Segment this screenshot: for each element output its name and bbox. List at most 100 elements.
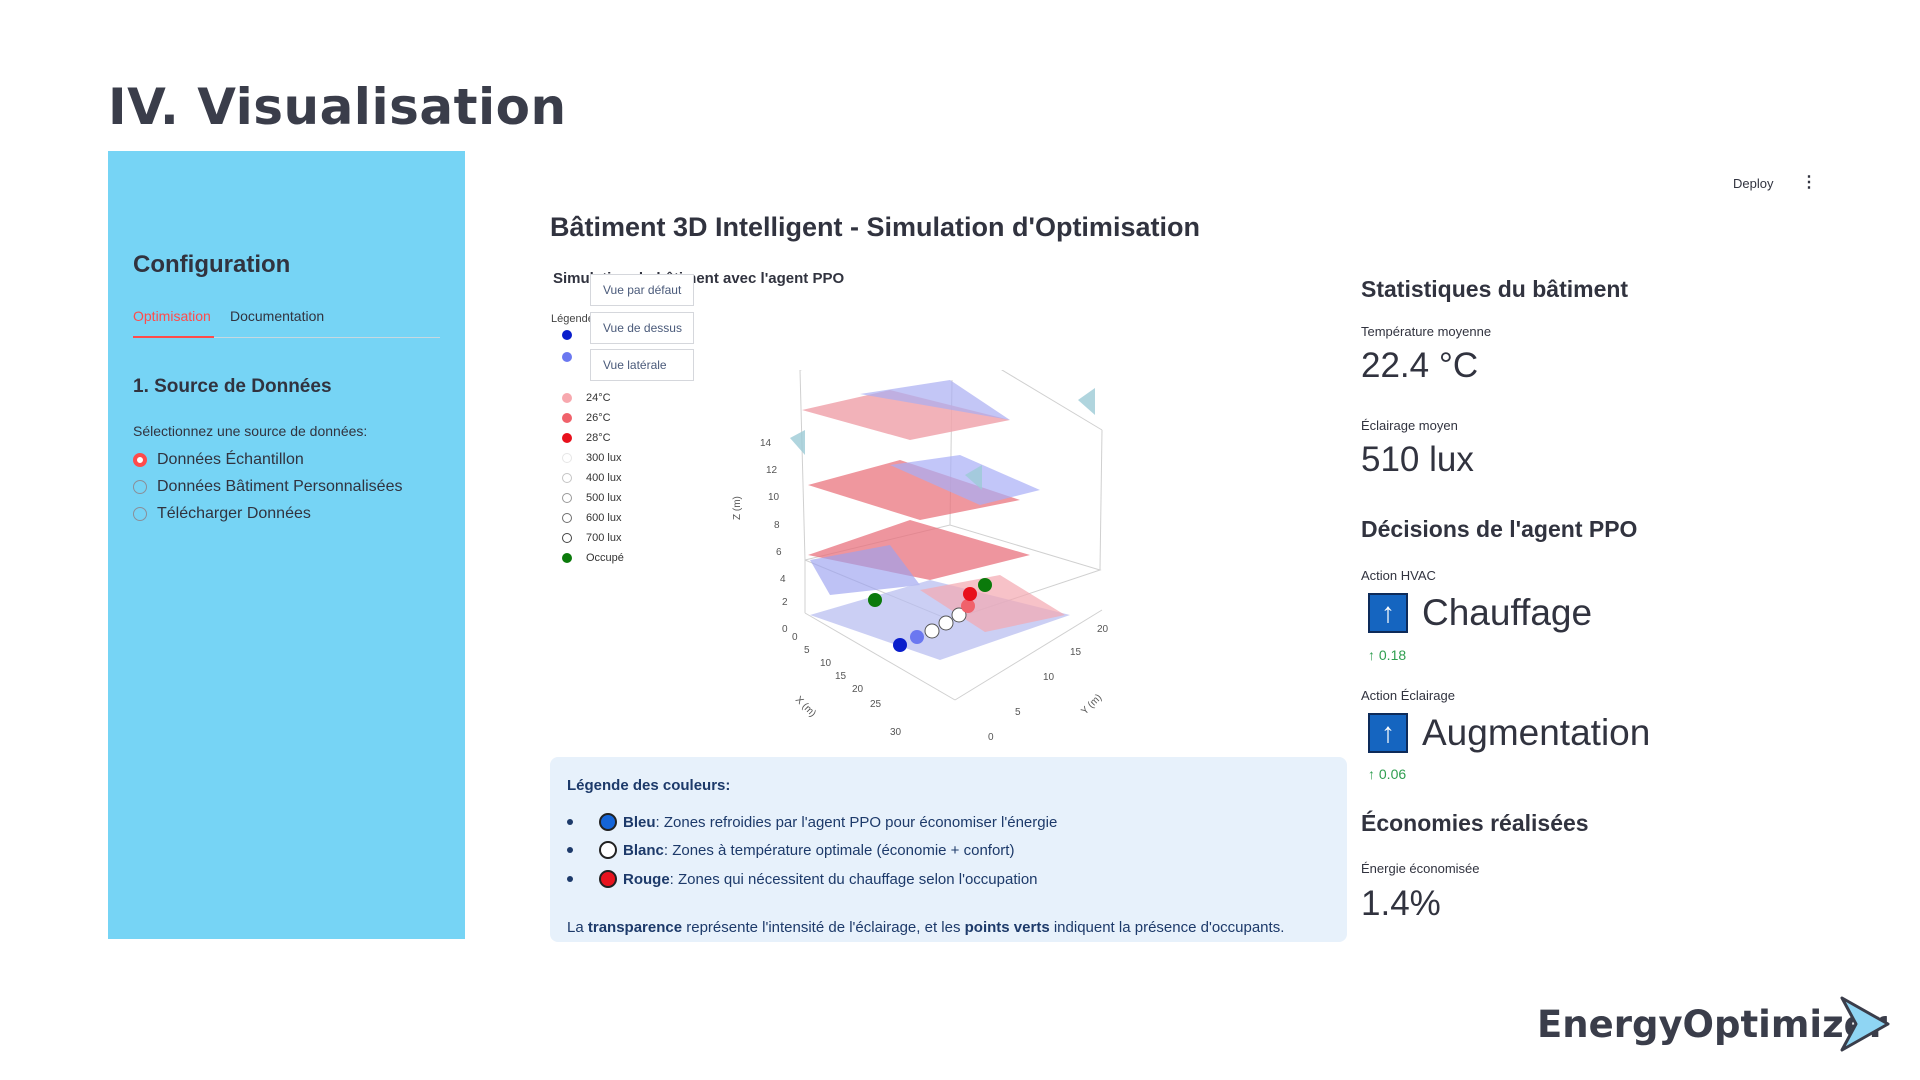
plot-legend-title: Légende <box>551 313 594 325</box>
footer-text: La <box>567 919 588 936</box>
z-tick: 6 <box>776 547 782 558</box>
z-tick: 2 <box>782 597 788 608</box>
plot-legend-item[interactable] <box>562 330 586 340</box>
stair-shape <box>1078 388 1095 415</box>
plot-legend-item[interactable]: 28°C <box>562 432 611 444</box>
zone-marker-red <box>963 587 977 601</box>
hvac-action: ↑ Chauffage <box>1368 592 1592 634</box>
legend-label: Occupé <box>586 552 624 564</box>
floor-level-3 <box>808 460 1020 520</box>
delta-up-icon: ↑ <box>1368 766 1379 782</box>
radio-option-label: Données Échantillon <box>157 451 304 468</box>
legend-swatch-icon <box>562 393 572 403</box>
legend-swatch-icon <box>562 352 572 362</box>
light-delta-value: 0.06 <box>1378 766 1407 782</box>
page-title: Bâtiment 3D Intelligent - Simulation d'O… <box>550 212 1200 242</box>
y-tick: 0 <box>988 732 994 740</box>
legend-label: 500 lux <box>586 492 622 504</box>
plot-legend-item[interactable]: 700 lux <box>562 532 621 544</box>
default-view-button[interactable]: Vue par défaut <box>590 274 694 306</box>
color-legend-item-white: Blanc : Zones à température optimale (éc… <box>567 841 1014 859</box>
main-menu-icon[interactable]: ⋮ <box>1801 174 1817 191</box>
avg-temp-label: Température moyenne <box>1361 324 1492 339</box>
radio-option-label: Données Bâtiment Personnalisées <box>157 478 403 495</box>
light-action: ↑ Augmentation <box>1368 712 1650 754</box>
radio-option-upload[interactable]: Télécharger Données <box>133 505 311 523</box>
plot-legend-item[interactable]: 600 lux <box>562 512 621 524</box>
radio-unselected-icon[interactable] <box>133 480 147 494</box>
avg-light-value: 510 lux <box>1361 440 1474 479</box>
tab-optimisation[interactable]: Optimisation <box>133 308 211 324</box>
z-tick: 4 <box>780 574 786 585</box>
red-circle-icon <box>599 870 617 888</box>
legend-label: 24°C <box>586 392 611 404</box>
x-tick: 25 <box>870 699 882 710</box>
plot-legend-item[interactable]: 300 lux <box>562 452 621 464</box>
bullet <box>567 819 573 825</box>
brand-arrow-logo <box>1840 996 1890 1052</box>
legend-swatch-icon <box>562 330 572 340</box>
y-tick: 15 <box>1070 647 1082 658</box>
legend-swatch-icon <box>562 413 572 423</box>
zone-marker-white <box>924 623 940 639</box>
light-delta: ↑ 0.06 <box>1368 766 1406 782</box>
legend-swatch-icon <box>562 453 572 463</box>
color-legend-item-red: Rouge : Zones qui nécessitent du chauffa… <box>567 870 1038 888</box>
zone-marker-white <box>938 615 954 631</box>
occupied-marker <box>868 593 882 607</box>
legend-label: 28°C <box>586 432 611 444</box>
delta-up-icon: ↑ <box>1368 647 1379 663</box>
floor-level-3-blue <box>890 455 1040 505</box>
avg-temp-value: 22.4 °C <box>1361 346 1479 385</box>
z-axis-title: Z (m) <box>732 496 743 520</box>
plot-legend-item[interactable]: 400 lux <box>562 472 621 484</box>
legend-swatch-icon <box>562 513 572 523</box>
tab-documentation[interactable]: Documentation <box>230 308 325 324</box>
radio-option-sample[interactable]: Données Échantillon <box>133 451 304 469</box>
decisions-heading: Décisions de l'agent PPO <box>1361 516 1638 542</box>
z-tick: 10 <box>768 492 780 503</box>
radio-option-custom[interactable]: Données Bâtiment Personnalisées <box>133 478 402 496</box>
building-3d-plot[interactable]: Z (m) X (m) Y (m) 0 2 4 6 8 10 12 14 0 5… <box>710 370 1130 740</box>
y-tick: 10 <box>1043 672 1055 683</box>
bullet <box>567 876 573 882</box>
hvac-action-value: Chauffage <box>1422 592 1593 633</box>
brand-name: EnergyOptimizer <box>1537 1003 1887 1046</box>
color-legend-item-blue: Bleu : Zones refroidies par l'agent PPO … <box>567 813 1057 831</box>
plot-legend-item[interactable]: 26°C <box>562 412 611 424</box>
x-tick: 20 <box>852 684 864 695</box>
radio-selected-icon[interactable] <box>133 453 147 467</box>
sidebar-title: Configuration <box>133 251 291 278</box>
zone-markers <box>868 578 992 652</box>
hvac-action-label: Action HVAC <box>1361 568 1436 583</box>
x-tick: 0 <box>792 632 798 643</box>
hvac-delta-value: 0.18 <box>1378 647 1407 663</box>
light-action-label: Action Éclairage <box>1361 688 1455 703</box>
zone-marker-blue <box>893 638 907 652</box>
white-circle-icon <box>599 841 617 859</box>
x-tick: 10 <box>820 658 832 669</box>
plot-legend-item[interactable]: 500 lux <box>562 492 621 504</box>
legend-swatch-icon <box>562 533 572 543</box>
legend-label: 600 lux <box>586 512 622 524</box>
plot-legend-item[interactable] <box>562 352 586 362</box>
z-tick: 8 <box>774 520 780 531</box>
plot-legend-item[interactable]: Occupé <box>562 552 624 564</box>
legend-label: 400 lux <box>586 472 622 484</box>
occupied-marker <box>978 578 992 592</box>
deploy-button[interactable]: Deploy <box>1733 176 1774 191</box>
z-tick: 0 <box>782 624 788 635</box>
y-axis-title: Y (m) <box>1079 692 1104 717</box>
top-view-button[interactable]: Vue de dessus <box>590 312 694 344</box>
legend-swatch-icon <box>562 553 572 563</box>
plot-legend-item[interactable]: 24°C <box>562 392 611 404</box>
color-legend-text: : Zones à température optimale (économie… <box>663 841 1015 859</box>
side-view-button[interactable]: Vue latérale <box>590 349 694 381</box>
energy-saved-value: 1.4% <box>1361 884 1441 923</box>
radio-unselected-icon[interactable] <box>133 507 147 521</box>
color-legend-footer: La transparence représente l'intensité d… <box>567 919 1284 936</box>
data-source-heading: 1. Source de Données <box>133 376 332 397</box>
footer-bold-transparency: transparence <box>587 919 683 936</box>
color-legend-name: Bleu <box>623 813 656 831</box>
hvac-delta: ↑ 0.18 <box>1368 647 1406 663</box>
